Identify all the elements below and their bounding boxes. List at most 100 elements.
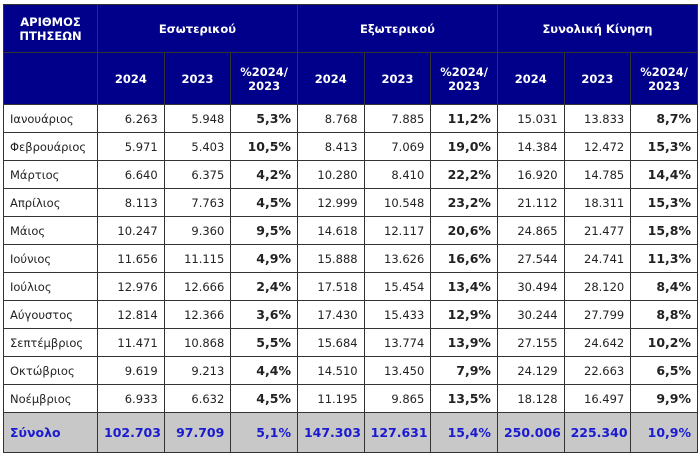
percent-cell: 13,5% [430,384,498,413]
sub-header: %2024/ 2023 [430,52,498,105]
month-cell: Μάιος [3,216,98,245]
value-cell: 13.774 [363,328,432,357]
value-cell: 22.663 [563,356,632,385]
value-cell: 12.666 [163,272,232,301]
value-cell: 9.619 [97,356,165,385]
percent-cell: 4,2% [230,160,298,189]
month-cell: Οκτώβριος [3,356,98,385]
percent-cell: 8,7% [630,104,698,133]
value-cell: 24.129 [496,356,565,385]
percent-cell: 15,4% [430,412,498,453]
value-cell: 6.263 [97,104,165,133]
sub-header: %2024/ 2023 [230,52,298,105]
percent-cell: 14,4% [630,160,698,189]
value-cell: 10.548 [363,188,432,217]
percent-cell: 6,5% [630,356,698,385]
value-cell: 27.544 [496,244,565,273]
value-cell: 5.403 [163,132,232,161]
value-cell: 27.155 [496,328,565,357]
value-cell: 13.450 [363,356,432,385]
value-cell: 14.510 [296,356,365,385]
value-cell: 15.888 [296,244,365,273]
value-cell: 5.948 [163,104,232,133]
percent-cell: 5,5% [230,328,298,357]
value-cell: 7.069 [363,132,432,161]
value-cell: 28.120 [563,272,632,301]
value-cell: 147.303 [296,412,365,453]
table-row: Μάιος 10.247 9.360 9,5% 14.618 12.117 20,6% 24.… [3,216,698,245]
value-cell: 6.375 [163,160,232,189]
percent-cell: 5,1% [230,412,298,453]
percent-cell: 9,5% [230,216,298,245]
percent-cell: 15,3% [630,132,698,161]
value-cell: 12.999 [296,188,365,217]
value-cell: 15.433 [363,300,432,329]
percent-cell: 4,9% [230,244,298,273]
value-cell: 10.247 [97,216,165,245]
percent-cell: 10,2% [630,328,698,357]
percent-cell: 15,3% [630,188,698,217]
value-cell: 13.626 [363,244,432,273]
total-row: Σύνολο 102.703 97.709 5,1% 147.303 127.631 15,… [3,412,698,453]
sub-header: 2024 [296,52,365,105]
month-cell: Απρίλιος [3,188,98,217]
group-header-domestic: Εσωτερικού [97,4,298,53]
group-header-total: Συνολική Κίνηση [496,4,699,53]
value-cell: 6.640 [97,160,165,189]
percent-cell: 23,2% [430,188,498,217]
percent-cell: 5,3% [230,104,298,133]
value-cell: 9.360 [163,216,232,245]
month-cell: Σεπτέμβριος [3,328,98,357]
table-row: Ιανουάριος 6.263 5.948 5,3% 8.768 7.885 11,2% 1… [3,104,698,133]
percent-cell: 12,9% [430,300,498,329]
value-cell: 8.768 [296,104,365,133]
value-cell: 97.709 [163,412,232,453]
percent-cell: 13,9% [430,328,498,357]
value-cell: 21.477 [563,216,632,245]
value-cell: 127.631 [363,412,432,453]
value-cell: 6.933 [97,384,165,413]
table-row: Μάρτιος 6.640 6.375 4,2% 10.280 8.410 22,2% 16.… [3,160,698,189]
value-cell: 17.430 [296,300,365,329]
table-row: Οκτώβριος 9.619 9.213 4,4% 14.510 13.450 7,9% 2… [3,356,698,385]
percent-cell: 4,4% [230,356,298,385]
value-cell: 9.213 [163,356,232,385]
value-cell: 12.976 [97,272,165,301]
percent-cell: 4,5% [230,188,298,217]
value-cell: 11.115 [163,244,232,273]
value-cell: 7.885 [363,104,432,133]
table-row: Σεπτέμβριος 11.471 10.868 5,5% 15.684 13.774 1… [3,328,698,357]
month-cell: Νοέμβριος [3,384,98,413]
percent-cell: 20,6% [430,216,498,245]
value-cell: 18.128 [496,384,565,413]
value-cell: 9.865 [363,384,432,413]
corner-header: ΑΡΙΘΜΟΣ ΠΤΗΣΕΩΝ [3,4,98,53]
value-cell: 14.785 [563,160,632,189]
percent-cell: 22,2% [430,160,498,189]
value-cell: 24.865 [496,216,565,245]
value-cell: 11.471 [97,328,165,357]
group-header-international: Εξωτερικού [296,4,498,53]
value-cell: 102.703 [97,412,165,453]
table-row: Ιούνιος 11.656 11.115 4,9% 15.888 13.626 16,6%… [3,244,698,273]
sub-header: 2024 [97,52,165,105]
table-row: Αύγουστος 12.814 12.366 3,6% 17.430 15.433 12,… [3,300,698,329]
table-row: Απρίλιος 8.113 7.763 4,5% 12.999 10.548 23,2% 2… [3,188,698,217]
value-cell: 10.868 [163,328,232,357]
value-cell: 30.244 [496,300,565,329]
value-cell: 24.642 [563,328,632,357]
percent-cell: 10,9% [630,412,698,453]
value-cell: 12.366 [163,300,232,329]
value-cell: 6.632 [163,384,232,413]
value-cell: 250.006 [496,412,565,453]
percent-cell: 19,0% [430,132,498,161]
percent-cell: 11,2% [430,104,498,133]
percent-cell: 8,8% [630,300,698,329]
value-cell: 16.920 [496,160,565,189]
value-cell: 24.741 [563,244,632,273]
percent-cell: 8,4% [630,272,698,301]
value-cell: 8.113 [97,188,165,217]
value-cell: 11.656 [97,244,165,273]
percent-cell: 10,5% [230,132,298,161]
table-row: Νοέμβριος 6.933 6.632 4,5% 11.195 9.865 13,5% 1… [3,384,698,413]
